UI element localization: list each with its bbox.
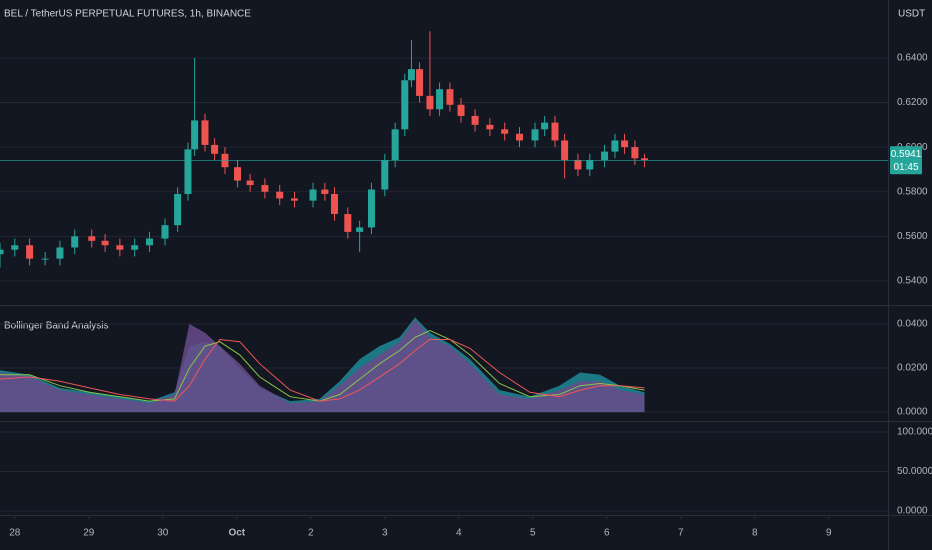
y-tick-label: 0.6200 (897, 97, 928, 108)
candle-body (0, 249, 4, 255)
candle-body (471, 115, 479, 125)
candle-body (621, 140, 629, 148)
candle-body (56, 247, 64, 259)
band-line (0, 330, 645, 402)
candle-body (601, 151, 609, 161)
candle-body (531, 129, 539, 141)
candle-body (71, 236, 79, 248)
candle-body (101, 240, 109, 246)
candle-body (631, 147, 639, 159)
y-tick-label: 0.0000 (897, 506, 928, 517)
candle-body (401, 80, 409, 130)
candle-body (381, 160, 389, 190)
x-tick-label: 28 (9, 528, 21, 539)
countdown-label: 01:45 (893, 162, 918, 173)
x-tick-label: 2 (308, 528, 314, 539)
candle-body (291, 198, 299, 201)
x-tick-label: Oct (228, 528, 245, 539)
candle-body (161, 225, 169, 239)
candle-body (416, 69, 424, 96)
candle-body (574, 160, 582, 170)
band-area (0, 319, 645, 413)
candle-body (586, 160, 594, 170)
candle-body (515, 133, 523, 141)
chart-title: BEL / TetherUS PERPETUAL FUTURES, 1h, BI… (4, 9, 251, 20)
candle-body (551, 122, 559, 141)
candle-body (391, 129, 399, 161)
candle-body (541, 122, 549, 130)
y-tick-label: 0.5600 (897, 231, 928, 242)
candle-body (234, 167, 242, 181)
candle-body (309, 189, 317, 201)
candle-body (407, 69, 415, 81)
candle-body (88, 236, 96, 241)
y-tick-label: 0.0000 (897, 407, 928, 418)
candle-body (261, 185, 269, 192)
x-tick-label: 5 (530, 528, 536, 539)
candle-body (145, 238, 153, 246)
unit-label: USDT (898, 9, 925, 20)
y-tick-label: 0.5800 (897, 186, 928, 197)
x-tick-label: 4 (456, 528, 462, 539)
y-tick-label: 0.0400 (897, 319, 928, 330)
x-tick-label: 9 (826, 528, 832, 539)
candle-body (211, 144, 219, 154)
x-tick-label: 29 (83, 528, 95, 539)
candle-body (356, 227, 364, 232)
x-tick-label: 8 (752, 528, 758, 539)
candle-body (561, 140, 569, 161)
candle-body (426, 95, 434, 110)
candle-body (131, 245, 139, 250)
candle-body (486, 124, 494, 130)
y-tick-label: 0.0200 (897, 363, 928, 374)
candle-body (201, 120, 209, 145)
x-tick-label: 30 (157, 528, 169, 539)
x-tick-label: 3 (382, 528, 388, 539)
y-tick-label: 50.0000 (897, 466, 932, 477)
candle-body (446, 89, 454, 105)
candle-body (41, 258, 49, 260)
candle-body (641, 158, 649, 161)
indicator-title: Bollinger Band Analysis (4, 321, 109, 332)
last-price-box (890, 146, 922, 175)
candle-body (116, 245, 124, 250)
candle-body (174, 193, 182, 226)
candle-body (26, 245, 34, 259)
candle-body (611, 140, 619, 152)
candle-body (367, 189, 375, 228)
y-tick-label: 0.5400 (897, 276, 928, 287)
x-tick-label: 6 (604, 528, 610, 539)
band-line (0, 338, 645, 402)
candle-body (191, 120, 199, 150)
candle-body (457, 104, 465, 116)
candle-body (11, 245, 19, 250)
y-tick-label: 0.6400 (897, 53, 928, 64)
candle-body (501, 129, 509, 134)
candle-body (344, 214, 352, 232)
candle-body (276, 191, 284, 199)
candle-body (436, 89, 444, 110)
candle-body (184, 149, 192, 194)
candle-body (246, 180, 254, 186)
y-tick-label: 100.0000 (897, 427, 932, 438)
candle-body (330, 193, 338, 215)
last-price-label: 0.5941 (891, 149, 922, 160)
x-tick-label: 7 (678, 528, 684, 539)
candle-body (321, 189, 329, 194)
